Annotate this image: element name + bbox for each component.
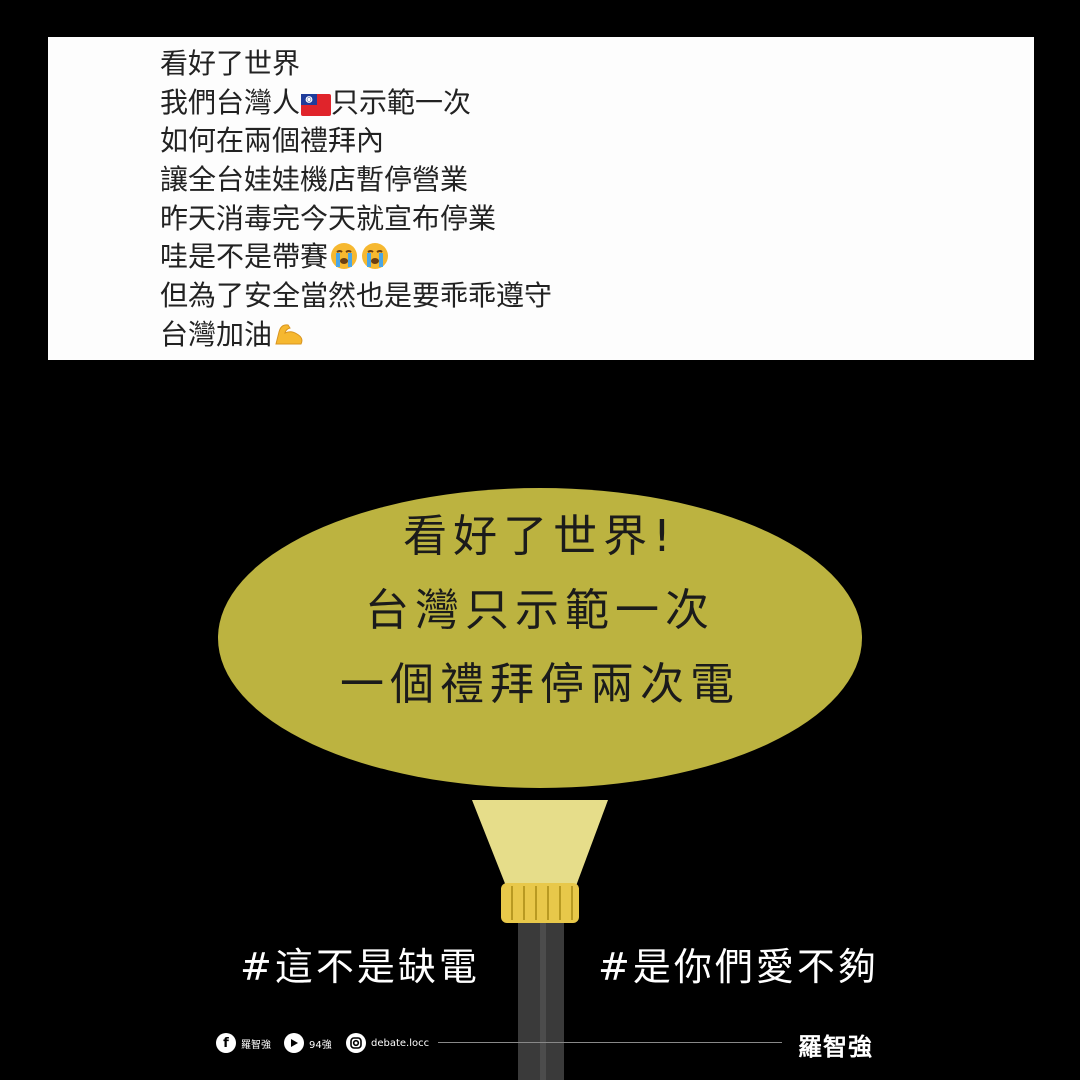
post-line: 如何在兩個禮拜內 <box>160 124 385 158</box>
author-logo: 羅智強 <box>798 1033 873 1061</box>
instagram-link[interactable]: debate.locc <box>346 1030 429 1056</box>
instagram-label: debate.locc <box>371 1037 430 1049</box>
bubble-message: 看好了世界! 台灣只示範一次 一個禮拜停兩次電 <box>220 500 860 722</box>
light-beam <box>472 800 608 886</box>
crying-face-icon <box>360 242 390 281</box>
quoted-post-text: 看好了世界 我們台灣人 只示範一次 如何在兩個禮拜內 讓全台娃娃機店暫停營業 昨天… <box>160 45 552 355</box>
footer: f 羅智強 94強 debate.locc 羅智強 <box>216 1030 896 1061</box>
bubble-line: 看好了世界! <box>403 511 677 562</box>
facebook-link[interactable]: f 羅智強 <box>216 1030 271 1056</box>
youtube-link[interactable]: 94強 <box>284 1030 332 1056</box>
taiwan-flag-icon <box>301 88 332 127</box>
instagram-icon <box>346 1033 366 1053</box>
post-line: 昨天消毒完今天就宣布停業 <box>160 201 497 235</box>
post-line: 哇是不是帶賽 <box>160 238 552 277</box>
post-line: 我們台灣人 只示範一次 <box>160 84 552 123</box>
youtube-icon <box>284 1033 304 1053</box>
post-line: 台灣加油 <box>160 316 552 355</box>
footer-divider <box>438 1042 782 1043</box>
facebook-icon: f <box>216 1033 236 1053</box>
quoted-post-card: 看好了世界 我們台灣人 只示範一次 如何在兩個禮拜內 讓全台娃娃機店暫停營業 昨天… <box>48 37 1034 360</box>
post-line: 看好了世界 <box>160 47 301 80</box>
bubble-line: 一個禮拜停兩次電 <box>340 659 740 710</box>
bubble-line: 台灣只示範一次 <box>365 585 715 636</box>
facebook-label: 羅智強 <box>241 1039 271 1051</box>
youtube-label: 94強 <box>309 1039 332 1051</box>
post-line: 但為了安全當然也是要乖乖遵守 <box>160 279 553 313</box>
flexed-biceps-icon <box>273 320 307 359</box>
flashlight-handle-highlight <box>540 920 546 1080</box>
hashtag-right: #是你們愛不夠 <box>598 945 879 989</box>
speech-bubble <box>218 488 862 788</box>
crying-face-icon <box>329 242 359 281</box>
post-line: 讓全台娃娃機店暫停營業 <box>160 163 469 197</box>
hashtag-left: #這不是缺電 <box>240 945 480 989</box>
